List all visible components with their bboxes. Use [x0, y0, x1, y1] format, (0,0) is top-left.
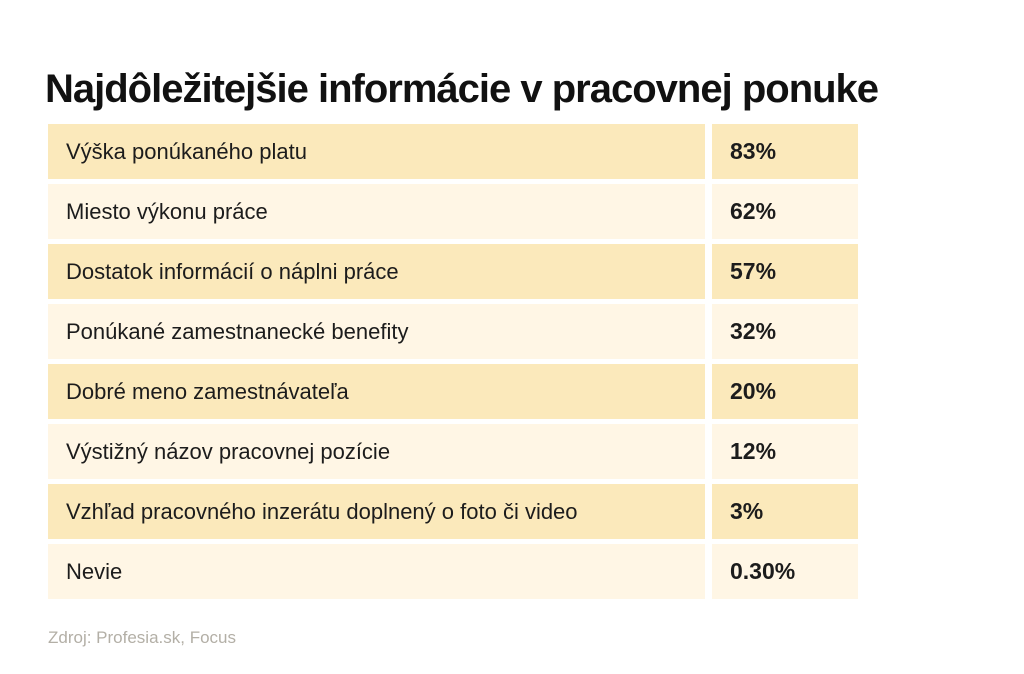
- table-row: Nevie 0.30%: [48, 544, 858, 599]
- row-label: Ponúkané zamestnanecké benefity: [48, 304, 705, 359]
- row-value: 32%: [712, 304, 858, 359]
- table-row: Dostatok informácií o náplni práce 57%: [48, 244, 858, 299]
- table-row: Miesto výkonu práce 62%: [48, 184, 858, 239]
- table-row: Výstižný názov pracovnej pozície 12%: [48, 424, 858, 479]
- table-row: Dobré meno zamestnávateľa 20%: [48, 364, 858, 419]
- table-row: Vzhľad pracovného inzerátu doplnený o fo…: [48, 484, 858, 539]
- row-label: Miesto výkonu práce: [48, 184, 705, 239]
- page-title: Najdôležitejšie informácie v pracovnej p…: [45, 66, 879, 111]
- row-label: Vzhľad pracovného inzerátu doplnený o fo…: [48, 484, 705, 539]
- table-row: Ponúkané zamestnanecké benefity 32%: [48, 304, 858, 359]
- row-label: Výstižný názov pracovnej pozície: [48, 424, 705, 479]
- row-label: Dostatok informácií o náplni práce: [48, 244, 705, 299]
- row-label: Dobré meno zamestnávateľa: [48, 364, 705, 419]
- data-table: Výška ponúkaného platu 83% Miesto výkonu…: [48, 124, 858, 599]
- row-value: 0.30%: [712, 544, 858, 599]
- row-value: 83%: [712, 124, 858, 179]
- source-note: Zdroj: Profesia.sk, Focus: [48, 628, 237, 647]
- row-label: Výška ponúkaného platu: [48, 124, 705, 179]
- row-label: Nevie: [48, 544, 705, 599]
- row-value: 62%: [712, 184, 858, 239]
- row-value: 57%: [712, 244, 858, 299]
- row-value: 20%: [712, 364, 858, 419]
- table-row: Výška ponúkaného platu 83%: [48, 124, 858, 179]
- row-value: 3%: [712, 484, 858, 539]
- row-value: 12%: [712, 424, 858, 479]
